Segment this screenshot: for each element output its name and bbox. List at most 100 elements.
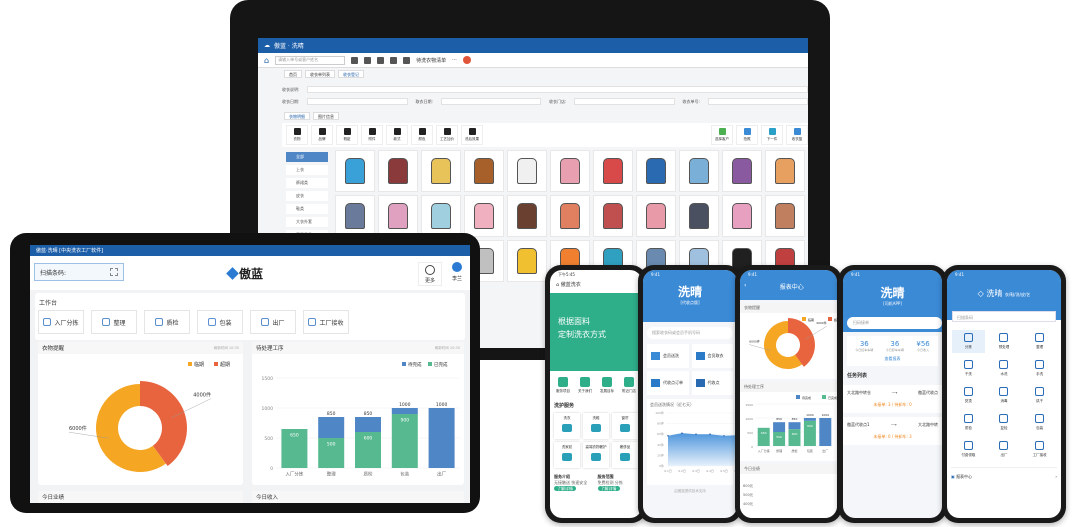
service-item[interactable]: 奢侈品 [612,442,638,468]
task-item[interactable]: 大北路中转仓 ⟶ 傲蓝代收点 未接单: 3 / 待卸车: 0 [843,385,942,413]
quick-link[interactable]: 服务项目 [556,377,570,394]
clothing-item[interactable] [335,195,375,237]
bar-pending[interactable] [428,408,455,468]
clothing-item[interactable] [722,150,762,192]
action-tile[interactable]: 代收点 [691,371,733,395]
bar-done[interactable] [757,427,770,446]
service-item[interactable]: 洗衣 [554,413,580,439]
scan-barcode-input[interactable]: 扫描条码 [952,311,1056,322]
back-icon[interactable]: ‹ [744,282,747,289]
tool-button[interactable]: 工艺加价 [436,125,458,145]
detail-button[interactable]: 了解详情 [597,486,620,491]
function-item[interactable]: 包装 [1023,411,1056,434]
workbench-button[interactable]: 质检 [144,310,190,334]
bar-done[interactable] [281,429,308,468]
bar-done[interactable] [318,438,345,468]
function-item[interactable]: 消毒 [988,384,1021,407]
bar-pending[interactable] [355,417,381,432]
category-item[interactable]: 大衣外套 [286,217,328,227]
data-point[interactable] [681,432,683,434]
service-item[interactable]: 高端衣物奢护 [583,442,609,468]
bar-pending[interactable] [819,418,832,446]
function-item[interactable]: 烘干 [1023,384,1056,407]
more-button[interactable]: 更多 [418,262,442,286]
clothing-item[interactable] [421,195,461,237]
action-tile[interactable]: 会员取衣 [691,344,733,368]
view-report-link[interactable]: 查看报表 [884,356,901,361]
member-search-input[interactable]: 搜索收衣码或会员手机号码 [647,327,733,339]
function-item[interactable]: 分拣 [952,330,985,353]
bar-pending[interactable] [773,422,786,432]
remark-field[interactable] [307,86,808,93]
action-button[interactable]: 下一件 [761,125,783,145]
tab-clothing-detail[interactable]: 衣物明细 [284,112,310,120]
promo-banner[interactable]: 根据面料 定制洗衣方式 [550,293,642,371]
function-item[interactable]: 付费领取 [952,438,985,461]
tool-button[interactable]: 瑕疵 [336,125,358,145]
clothing-item[interactable] [765,150,805,192]
clothing-item[interactable] [378,150,418,192]
tab-home[interactable]: 首页 [284,70,302,78]
tab-order-list[interactable]: 收衣单列表 [305,70,335,78]
category-item[interactable]: 鞋类 [286,204,328,214]
donut-slice[interactable] [764,321,803,369]
donut-slice[interactable] [95,384,166,472]
detail-button[interactable]: 了解详情 [554,486,576,491]
workbench-button[interactable]: 包装 [197,310,243,334]
search-input[interactable]: 请输入单号或客户姓名 [275,55,346,65]
function-item[interactable]: 整理 [1023,330,1056,353]
tool-button[interactable]: 品牌 [311,125,333,145]
donut-slice[interactable] [140,381,187,467]
category-item[interactable]: 裤裙类 [286,178,328,188]
clothing-item[interactable] [335,150,375,192]
range-card[interactable]: 服务范围 免费检测 分拣 了解详情 [597,474,639,492]
clothing-item[interactable] [765,195,805,237]
settings-icon[interactable] [390,56,398,64]
pending-list-button[interactable]: 待洗衣物清单 [416,57,447,64]
quick-link[interactable]: 附近门店 [622,377,636,394]
service-item[interactable]: 窗帘 [612,413,638,439]
tool-button[interactable]: 款式 [386,125,408,145]
function-item[interactable]: 手洗 [1023,357,1056,380]
bar-pending[interactable] [318,417,345,438]
scan-order-input[interactable]: 扫码接单 [847,317,942,329]
function-item[interactable]: 工厂接收 [1023,438,1056,461]
workbench-button[interactable]: 整理 [91,310,137,334]
workbench-button[interactable]: 入厂分拣 [38,310,84,334]
clothing-item[interactable] [421,150,461,192]
scan-icon[interactable] [110,268,118,276]
clothing-item[interactable] [722,195,762,237]
data-point[interactable] [667,434,669,437]
function-item[interactable]: 复检 [988,411,1021,434]
more-icon[interactable]: ··· [452,57,457,63]
save-icon[interactable] [351,56,359,64]
category-item[interactable]: 全部 [286,152,328,162]
clothing-item[interactable] [593,195,633,237]
clothing-item[interactable] [378,195,418,237]
clothing-item[interactable] [464,150,504,192]
bar-done[interactable] [773,432,786,446]
action-tile[interactable]: 会员送洗 [647,344,689,368]
service-item[interactable]: 洗鞋 [583,413,609,439]
clothing-item[interactable] [507,195,547,237]
clothing-item[interactable] [636,150,676,192]
clothing-item[interactable] [550,195,590,237]
function-item[interactable]: 预处理 [988,330,1021,353]
tool-button[interactable]: 衣物 [286,125,308,145]
bar-done[interactable] [355,432,381,468]
action-button[interactable]: 收衣篮 [786,125,808,145]
clothing-item[interactable] [679,195,719,237]
data-point[interactable] [709,433,711,435]
bar-pending[interactable] [391,408,418,414]
export-icon[interactable] [403,56,411,64]
pickup-field[interactable] [440,98,541,105]
data-point[interactable] [695,433,697,435]
function-item[interactable]: 质检 [952,411,985,434]
function-item[interactable]: 熨烫 [952,384,985,407]
tab-order-register[interactable]: 收衣登记 [338,70,364,78]
intro-card[interactable]: 服务介绍 无接触送 快速安全 了解详情 [554,474,595,492]
quick-link[interactable]: 发展目标 [600,377,614,394]
tool-button[interactable]: 附件 [361,125,383,145]
order-field[interactable] [707,98,808,105]
quick-link[interactable]: 关于我们 [578,377,592,394]
